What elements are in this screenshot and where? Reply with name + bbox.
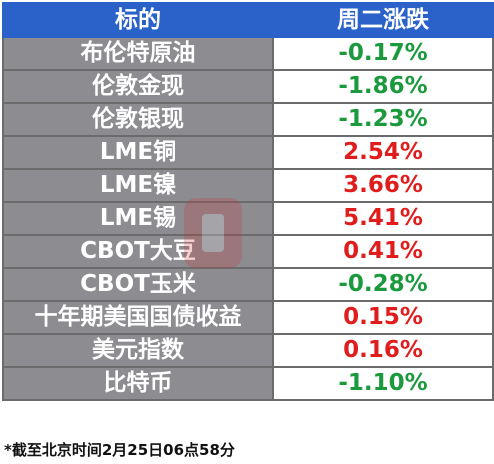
table-row: LME铜 2.54% [2, 135, 494, 170]
change-value-cell: 0.15% [272, 300, 494, 335]
change-value-cell: 3.66% [272, 168, 494, 203]
change-value-cell: -1.10% [272, 366, 494, 401]
instrument-name-cell: LME锡 [2, 201, 274, 236]
table-row: CBOT玉米 -0.28% [2, 267, 494, 302]
instrument-name-cell: CBOT大豆 [2, 234, 274, 269]
instrument-name-cell: LME铜 [2, 135, 274, 170]
header-tuesday-change: 周二涨跌 [272, 2, 494, 38]
instrument-name-cell: 比特币 [2, 366, 274, 401]
table-row: 十年期美国国债收益 0.15% [2, 300, 494, 335]
change-value-cell: -1.86% [272, 69, 494, 104]
change-value-cell: -1.23% [272, 102, 494, 137]
table-row: 伦敦金现 -1.86% [2, 69, 494, 104]
change-value-cell: -0.28% [272, 267, 494, 302]
table-row: 美元指数 0.16% [2, 333, 494, 368]
table-header-row: 标的 周二涨跌 [2, 2, 494, 38]
change-value-cell: 0.41% [272, 234, 494, 269]
instrument-name-cell: LME镍 [2, 168, 274, 203]
market-change-table: 标的 周二涨跌 布伦特原油 -0.17% 伦敦金现 -1.86% 伦敦银现 -1.23% L… [2, 2, 494, 401]
instrument-name-cell: 十年期美国国债收益 [2, 300, 274, 335]
table-row: 伦敦银现 -1.23% [2, 102, 494, 137]
instrument-name-cell: 布伦特原油 [2, 36, 274, 71]
timestamp-footnote: *截至北京时间2月25日06点58分 [4, 441, 235, 459]
change-value-cell: 0.16% [272, 333, 494, 368]
table-row: LME镍 3.66% [2, 168, 494, 203]
change-value-cell: 2.54% [272, 135, 494, 170]
header-instrument: 标的 [2, 2, 274, 38]
table-row: CBOT大豆 0.41% [2, 234, 494, 269]
instrument-name-cell: CBOT玉米 [2, 267, 274, 302]
instrument-name-cell: 伦敦银现 [2, 102, 274, 137]
instrument-name-cell: 美元指数 [2, 333, 274, 368]
instrument-name-cell: 伦敦金现 [2, 69, 274, 104]
change-value-cell: -0.17% [272, 36, 494, 71]
change-value-cell: 5.41% [272, 201, 494, 236]
table-row: 布伦特原油 -0.17% [2, 36, 494, 71]
table-row: LME锡 5.41% [2, 201, 494, 236]
table-row: 比特币 -1.10% [2, 366, 494, 401]
